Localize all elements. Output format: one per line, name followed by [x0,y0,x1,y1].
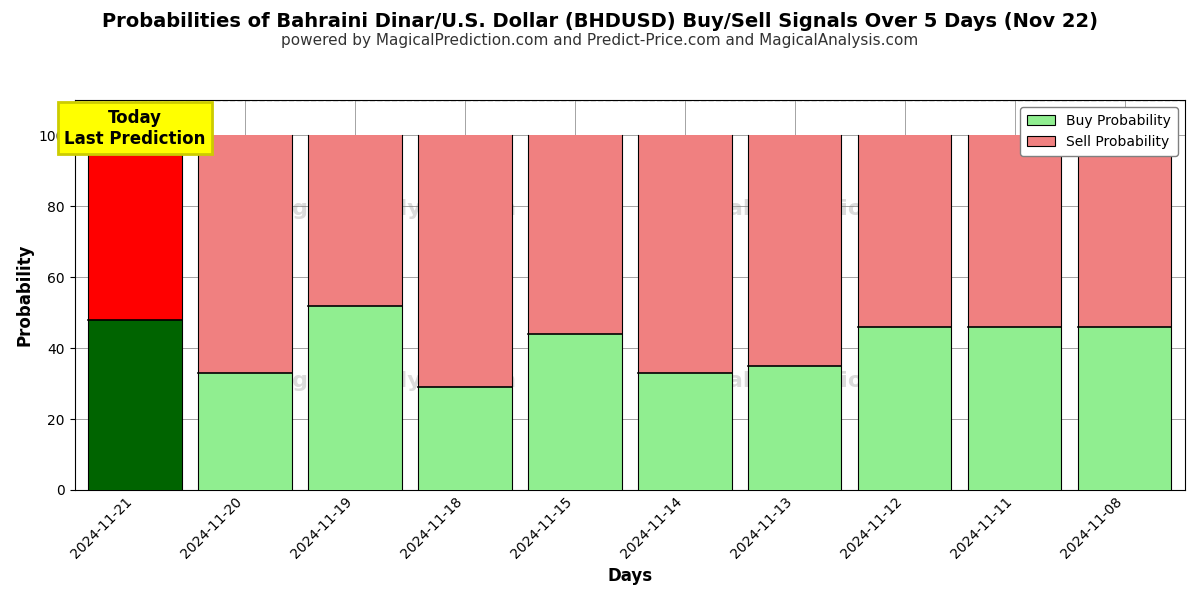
Bar [308,305,402,490]
Text: powered by MagicalPrediction.com and Predict-Price.com and MagicalAnalysis.com: powered by MagicalPrediction.com and Pre… [281,33,919,48]
Bar [528,334,622,490]
Bar [528,136,622,334]
Text: MagicalPrediction.com: MagicalPrediction.com [654,371,940,391]
Text: Today
Last Prediction: Today Last Prediction [65,109,206,148]
X-axis label: Days: Days [607,567,653,585]
Bar [1078,327,1171,490]
Legend: Buy Probability, Sell Probability: Buy Probability, Sell Probability [1020,107,1178,156]
Bar [858,136,952,327]
Bar [638,136,732,373]
Bar [419,136,511,387]
Bar [858,327,952,490]
Bar [1078,136,1171,327]
Bar [968,327,1061,490]
Bar [198,136,292,373]
Bar [198,373,292,490]
Bar [308,136,402,305]
Bar [748,136,841,366]
Bar [419,387,511,490]
Text: MagicalAnalysis.com: MagicalAnalysis.com [254,371,516,391]
Bar [89,320,182,490]
Bar [638,373,732,490]
Y-axis label: Probability: Probability [16,244,34,346]
Bar [748,366,841,490]
Text: Probabilities of Bahraini Dinar/U.S. Dollar (BHDUSD) Buy/Sell Signals Over 5 Day: Probabilities of Bahraini Dinar/U.S. Dol… [102,12,1098,31]
Bar [89,136,182,320]
Bar [968,136,1061,327]
Text: MagicalAnalysis.com: MagicalAnalysis.com [254,199,516,219]
Text: MagicalPrediction.com: MagicalPrediction.com [654,199,940,219]
